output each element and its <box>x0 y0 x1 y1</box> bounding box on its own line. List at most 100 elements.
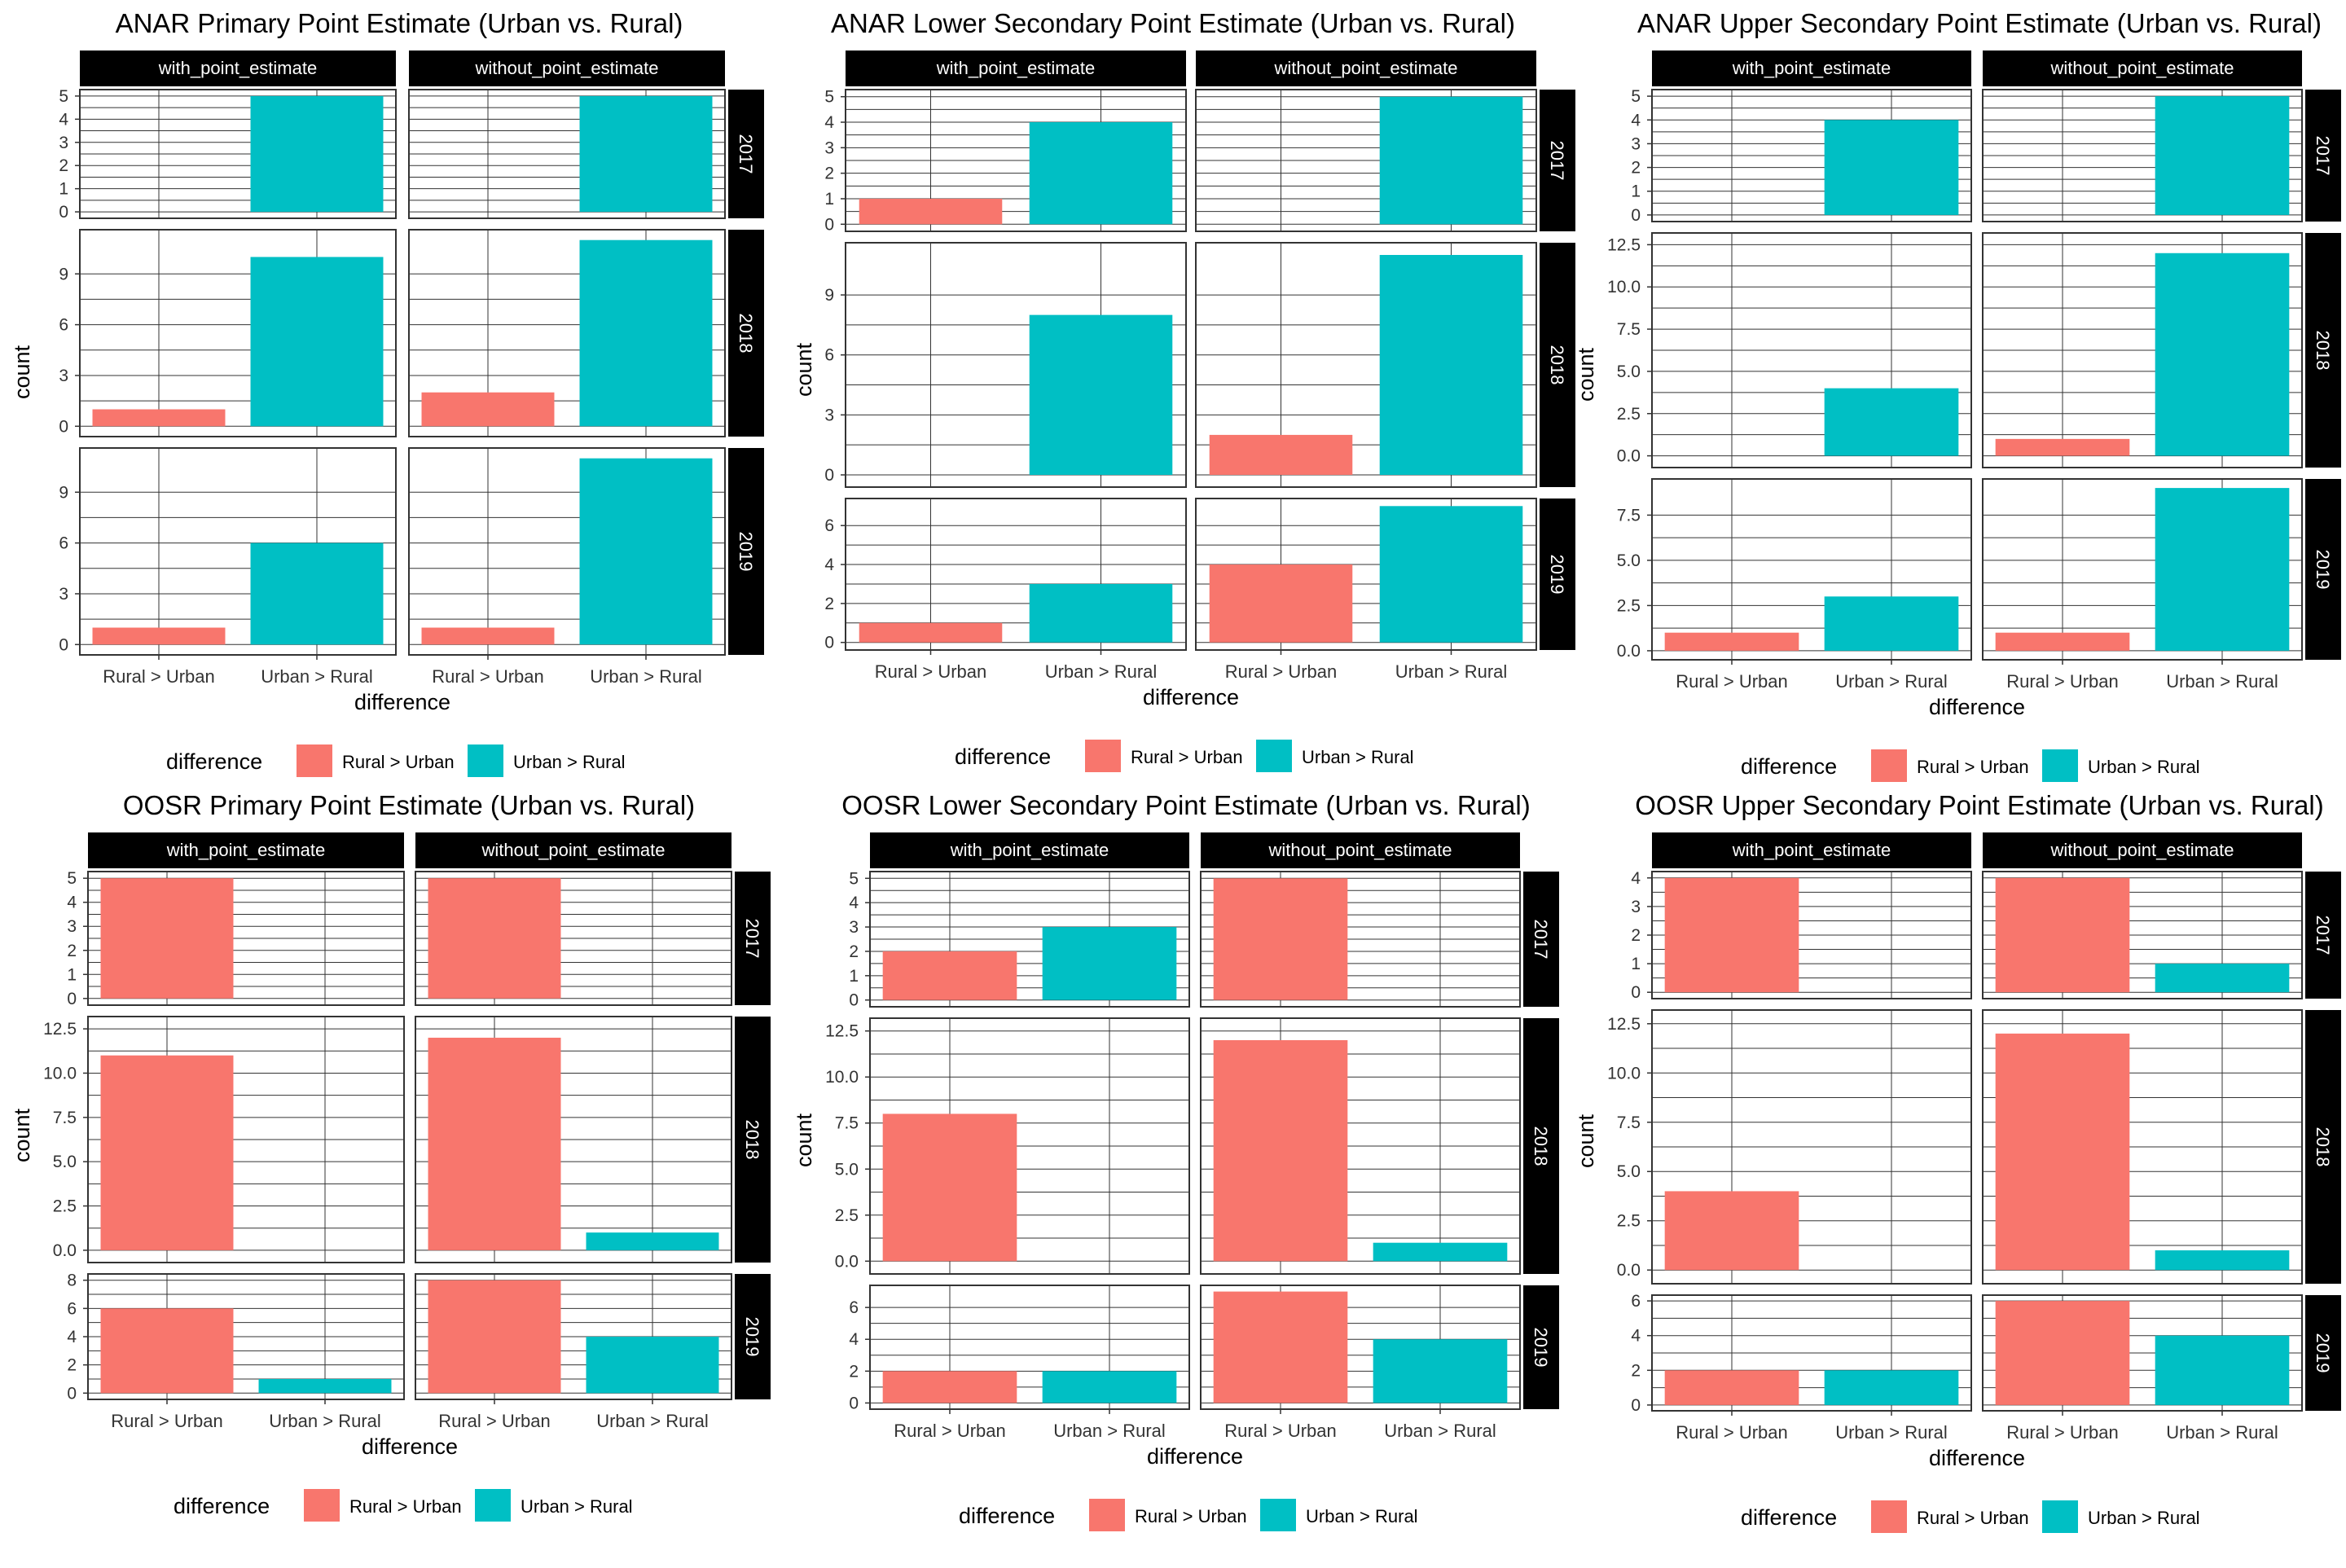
y-tick-label: 12.5 <box>825 1022 859 1041</box>
y-tick-label: 4 <box>824 556 834 574</box>
panel-border <box>1200 1017 1521 1275</box>
panel-border <box>415 1273 732 1400</box>
bar <box>2155 964 2290 993</box>
y-tick-label: 0 <box>824 634 834 652</box>
bar <box>579 95 713 213</box>
facet-strip-row <box>735 872 771 1005</box>
facet-strip-row <box>1523 872 1559 1007</box>
bar <box>1824 388 1959 456</box>
facet-strip-row-label: 2017 <box>2313 136 2333 176</box>
legend-label: Rural > Urban <box>349 1496 462 1517</box>
facet-strip-row <box>2305 1295 2341 1411</box>
bar <box>882 1371 1017 1403</box>
y-tick-label: 10.0 <box>43 1064 77 1083</box>
y-tick-label: 2.5 <box>1617 596 1641 615</box>
bar <box>250 257 384 427</box>
x-axis-label: difference <box>1143 685 1239 709</box>
bar <box>1209 434 1353 475</box>
y-tick-label: 0 <box>59 203 68 222</box>
x-tick-label: Urban > Rural <box>1384 1421 1496 1441</box>
facet-strip-row-label: 2017 <box>1547 141 1567 181</box>
x-axis-label: difference <box>1929 1446 2025 1470</box>
x-tick-label: Urban > Rural <box>1045 661 1158 682</box>
y-tick-label: 4 <box>849 1330 859 1349</box>
panel-border <box>869 871 1190 1008</box>
y-tick-label: 7.5 <box>1617 506 1641 525</box>
bar <box>100 1308 234 1394</box>
y-tick-label: 1 <box>1631 955 1641 973</box>
y-axis-label: count <box>1574 347 1598 402</box>
y-tick-label: 8 <box>67 1272 77 1290</box>
bar <box>1379 96 1523 225</box>
panel-border <box>1982 232 2303 468</box>
facet-strip-row-label: 2017 <box>736 134 756 174</box>
y-tick-label: 4 <box>67 1328 77 1346</box>
bar <box>2155 1250 2290 1271</box>
panel-border <box>869 1285 1190 1410</box>
legend-title: difference <box>174 1494 270 1518</box>
bar <box>579 458 713 645</box>
facet-strip-row <box>1523 1018 1559 1274</box>
facet-strip-column <box>409 51 725 86</box>
y-tick-label: 4 <box>59 110 68 129</box>
y-tick-label: 10.0 <box>1607 278 1641 296</box>
y-tick-label: 2 <box>849 1362 859 1381</box>
panel-border <box>79 447 397 656</box>
panel-border <box>79 229 397 437</box>
y-axis-label: count <box>1574 1113 1598 1168</box>
x-tick-label: Rural > Urban <box>894 1421 1006 1441</box>
bar <box>882 1113 1017 1262</box>
bar <box>1995 1301 2130 1405</box>
bar <box>92 627 226 645</box>
y-tick-label: 0 <box>824 466 834 485</box>
x-axis-label: difference <box>354 690 450 714</box>
legend-key <box>297 744 332 777</box>
facet-strip-column <box>846 51 1186 86</box>
x-tick-label: Urban > Rural <box>261 666 373 687</box>
y-tick-label: 0 <box>849 1394 859 1412</box>
facet-strip-row-label: 2018 <box>736 314 756 354</box>
y-tick-label: 7.5 <box>835 1114 859 1133</box>
chart-panel-6: OOSR Upper Secondary Point Estimate (Urb… <box>1574 790 2341 1533</box>
bar <box>100 1055 234 1250</box>
chart-title: ANAR Primary Point Estimate (Urban vs. R… <box>116 8 683 38</box>
bar <box>1824 596 1959 651</box>
y-tick-label: 5 <box>824 88 834 107</box>
y-tick-label: 0.0 <box>1617 447 1641 466</box>
bar <box>2155 488 2290 651</box>
bar <box>1209 564 1353 643</box>
legend-label: Rural > Urban <box>1917 1508 2029 1528</box>
bar <box>1995 438 2130 456</box>
chart-title: ANAR Upper Secondary Point Estimate (Urb… <box>1637 8 2322 38</box>
legend-title: difference <box>1741 1505 1837 1530</box>
y-tick-label: 6 <box>824 346 834 365</box>
y-tick-label: 0 <box>59 417 68 436</box>
y-axis-label: count <box>10 1108 34 1162</box>
bar <box>428 878 561 999</box>
bar <box>1824 1370 1959 1405</box>
panel-border <box>415 871 732 1006</box>
facet-strip-row <box>1540 243 1575 487</box>
facet-strip-column-label: with_point_estimate <box>1732 58 1891 78</box>
x-tick-label: Urban > Rural <box>1835 671 1948 692</box>
y-tick-label: 5.0 <box>1617 1162 1641 1181</box>
x-tick-label: Urban > Rural <box>1835 1422 1948 1443</box>
facet-strip-column-label: with_point_estimate <box>950 840 1109 860</box>
bar <box>859 622 1003 643</box>
y-tick-label: 6 <box>849 1298 859 1317</box>
legend-key <box>1089 1499 1125 1531</box>
y-tick-label: 6 <box>59 534 68 553</box>
legend-key <box>1871 749 1907 782</box>
x-tick-label: Rural > Urban <box>875 661 987 682</box>
panel-border <box>1651 1294 1972 1412</box>
y-tick-label: 6 <box>824 516 834 535</box>
facet-strip-row-label: 2018 <box>742 1120 762 1160</box>
facet-strip-column-label: with_point_estimate <box>936 58 1095 78</box>
bar <box>859 198 1003 225</box>
facet-strip-column-label: with_point_estimate <box>158 58 317 78</box>
bar <box>1373 1339 1508 1403</box>
panel-border <box>1982 89 2303 222</box>
x-tick-label: Urban > Rural <box>269 1411 381 1431</box>
panel-border <box>87 871 405 1006</box>
panel-border <box>1982 1294 2303 1412</box>
